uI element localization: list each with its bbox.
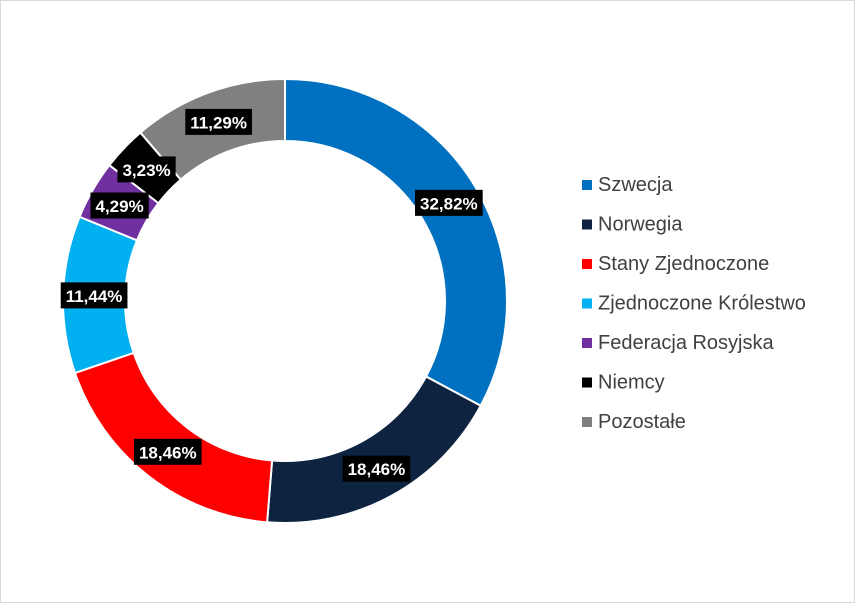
legend-swatch — [582, 377, 592, 388]
svg-text:18,46%: 18,46% — [348, 460, 406, 479]
data-labels: 32,82% 18,46% 18,46% 11,44% 4,29% 3,23% 11,29% — [60, 108, 483, 482]
legend-item-norwegia: Norwegia — [582, 214, 683, 236]
legend-label: Szwecja — [598, 174, 673, 196]
data-label-niemcy: 3,23% — [117, 156, 176, 183]
svg-text:3,23%: 3,23% — [122, 161, 170, 180]
legend-item-szwecja: Szwecja — [582, 174, 673, 196]
data-label-pozostale: 11,29% — [185, 108, 253, 135]
legend-label: Pozostałe — [598, 411, 686, 433]
slice-stany-zjednoczone — [73, 351, 274, 524]
data-label-norwegia: 18,46% — [342, 455, 411, 482]
donut-slices — [62, 77, 508, 524]
svg-text:4,29%: 4,29% — [95, 197, 143, 216]
legend-item-stany-zjednoczone: Stany Zjednoczone — [582, 253, 769, 275]
legend-item-pozostale: Pozostałe — [582, 411, 686, 433]
data-label-stany-zjednoczone: 18,46% — [133, 438, 202, 465]
legend-swatch — [582, 180, 592, 190]
legend-label: Norwegia — [598, 214, 683, 236]
legend-item-niemcy: Niemcy — [582, 372, 665, 394]
legend-label: Niemcy — [598, 372, 665, 394]
legend-label: Stany Zjednoczone — [598, 253, 769, 275]
svg-text:18,46%: 18,46% — [139, 443, 197, 462]
data-label-zjednoczone-krolestwo: 11,44% — [60, 282, 128, 309]
legend-label: Zjednoczone Królestwo — [598, 293, 806, 315]
legend-swatch — [582, 338, 592, 348]
data-label-szwecja: 32,82% — [415, 189, 483, 216]
legend-swatch — [582, 298, 592, 309]
legend: Szwecja Norwegia Stany Zjednoczone Zjednocz… — [582, 174, 806, 433]
data-label-federacja-rosyjska: 4,29% — [90, 192, 149, 219]
slice-szwecja — [284, 77, 508, 408]
svg-text:32,82%: 32,82% — [420, 194, 478, 213]
legend-label: Federacja Rosyjska — [598, 332, 775, 354]
svg-text:11,44%: 11,44% — [66, 287, 123, 306]
legend-swatch — [582, 219, 592, 230]
legend-swatch — [582, 259, 592, 269]
svg-text:11,29%: 11,29% — [190, 113, 247, 132]
legend-item-zjednoczone-krolestwo: Zjednoczone Królestwo — [582, 293, 806, 315]
legend-swatch — [582, 417, 592, 427]
legend-item-federacja-rosyjska: Federacja Rosyjska — [582, 332, 775, 354]
slice-norwegia — [266, 375, 483, 524]
